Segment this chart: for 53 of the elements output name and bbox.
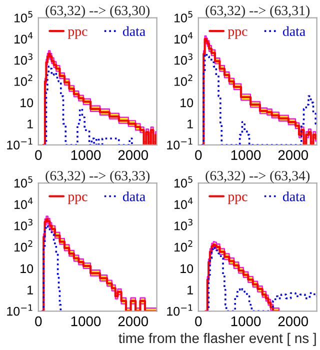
y-tick-label: 10$^{−1}$ — [7, 138, 32, 150]
y-tick-label: 10$^{5}$ — [14, 176, 32, 188]
y-tick-label: 10$^{5}$ — [14, 11, 32, 22]
x-tick-label: 1000 — [231, 316, 261, 326]
y-tick-label: 10 — [180, 264, 194, 274]
x-tick-label: 1000 — [71, 150, 101, 160]
y-tick-label: 10$^{−1}$ — [167, 138, 192, 150]
y-tick-label: 10$^{2}$ — [14, 240, 32, 252]
chart-title: (63,32) --> (63,34) — [206, 170, 310, 184]
y-tick-label: 10$^{2}$ — [174, 240, 192, 252]
text: ppc — [228, 194, 248, 204]
y-tick-label: 10$^{−1}$ — [7, 304, 32, 316]
series-label: ppc — [228, 29, 248, 39]
y-tick-label: 10$^{2}$ — [14, 74, 32, 86]
x-tick-label: 2000 — [118, 150, 148, 160]
x-tick-label: 0 — [35, 316, 42, 326]
x-tick-label: 2000 — [278, 150, 308, 160]
y-tick-label: 10$^{4}$ — [174, 32, 193, 44]
x-tick-label: 1000 — [231, 150, 261, 160]
y-tick-label: 1 — [188, 120, 193, 128]
chart-title: (63,32) --> (63,30) — [46, 5, 150, 18]
y-tick-label: 10 — [20, 264, 34, 274]
y-tick-label: 1 — [28, 120, 33, 128]
x-axis-title: time from the flasher event [ ns ] — [118, 332, 316, 346]
chart-title: (63,32) --> (63,31) — [206, 5, 310, 18]
y-tick-label: 10$^{2}$ — [174, 74, 192, 86]
y-tick-label: 10$^{3}$ — [174, 218, 192, 230]
legend-label: data — [282, 26, 306, 36]
y-tick-label: 1 — [28, 286, 33, 294]
x-tick-label: 0 — [195, 150, 202, 160]
y-tick-label: 10$^{3}$ — [14, 53, 32, 65]
legend-label: ppc — [68, 194, 88, 204]
y-tick-label: 1 — [188, 286, 193, 294]
y-tick-label: 10$^{3}$ — [174, 53, 192, 65]
chart-title: (63,32) --> (63,33) — [46, 170, 150, 184]
legend-label: ppc — [68, 29, 88, 39]
y-tick-label: 10$^{3}$ — [14, 218, 32, 230]
legend-label: data — [122, 191, 146, 202]
y-tick-label: 10$^{5}$ — [174, 11, 192, 22]
y-tick-label: 10$^{4}$ — [174, 198, 193, 209]
x-tick-label: 0 — [35, 150, 42, 160]
x-tick-label: 0 — [195, 316, 202, 326]
y-tick-label: 10$^{4}$ — [14, 32, 33, 44]
y-tick-label: 10 — [180, 98, 194, 108]
y-tick-label: 10$^{4}$ — [14, 198, 33, 209]
x-tick-label: 2000 — [278, 316, 308, 326]
y-tick-label: 10$^{−1}$ — [167, 304, 192, 316]
legend-label: data — [122, 26, 146, 36]
legend-label: data — [282, 191, 306, 202]
y-tick-label: 10$^{5}$ — [174, 176, 192, 188]
y-tick-label: 10 — [20, 98, 34, 108]
x-tick-label: 1000 — [71, 316, 101, 326]
x-tick-label: 2000 — [118, 316, 148, 326]
